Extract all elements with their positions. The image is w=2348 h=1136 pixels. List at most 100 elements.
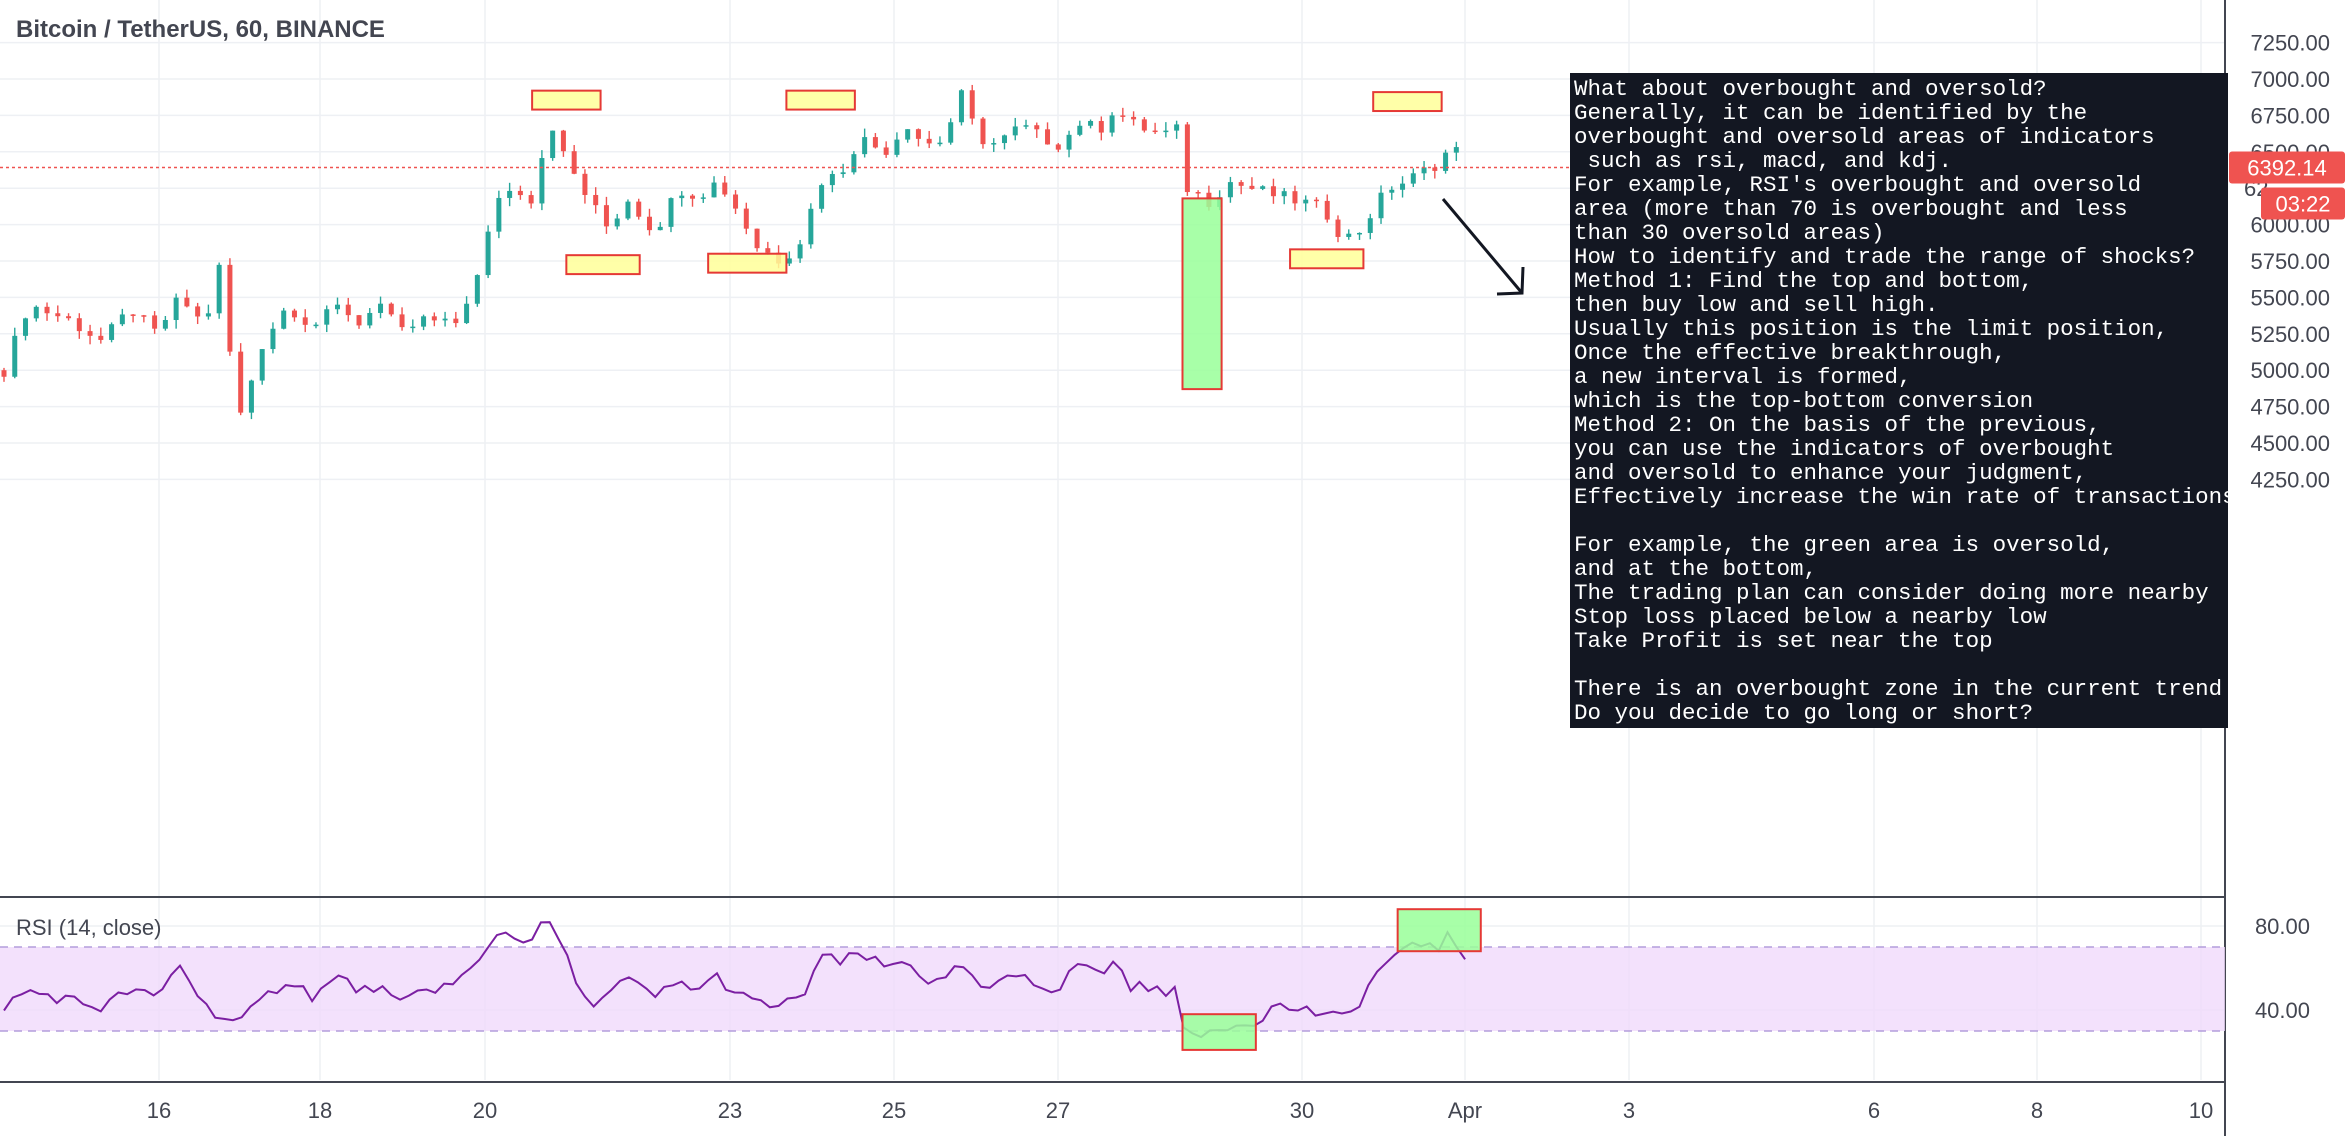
candle-body [786,258,792,264]
candle-body [1410,173,1416,184]
candle-body [216,264,222,314]
candle-body [700,197,706,199]
note-line: Generally, it can be identified by the [1574,100,2088,126]
yellow-highlight-rect[interactable] [1372,91,1443,113]
candle-body [603,205,609,227]
candle-body [1270,186,1276,197]
candle-body [324,309,330,325]
candle-body [894,139,900,155]
candle-body [754,228,760,249]
last-price-value: 6392.14 [2247,156,2327,181]
candle-body [119,314,125,325]
candle-body [690,195,696,199]
arrow-drawing[interactable] [1441,198,1525,296]
candle-body [517,190,523,196]
yellow-highlight-rect[interactable] [785,89,856,111]
time-axis-label: 6 [1868,1098,1880,1123]
candle-body [905,129,911,140]
candle-body [1346,233,1352,237]
candle-body [1313,199,1319,202]
candle-body [431,316,437,321]
candle-body [248,380,254,413]
note-line: Effectively increase the win rate of tra… [1574,484,2228,510]
candle-body [980,118,986,145]
candle-body [1141,119,1147,131]
candle-body [1034,125,1040,130]
candle-body [948,122,954,143]
price-axis-label: 5000.00 [2250,358,2330,383]
price-axis-label: 4250.00 [2250,467,2330,492]
rsi-indicator-label[interactable]: RSI (14, close) [16,915,162,940]
candle-body [765,248,771,253]
candle-body [550,130,556,159]
candle-body [227,264,233,352]
candle-body [840,172,846,175]
rsi-axis-label: 40.00 [2255,998,2310,1023]
note-line: Once the effective breakthrough, [1574,340,2007,366]
candle-body [1453,147,1459,153]
candle-body [1055,144,1061,150]
candle-body [1367,218,1373,233]
candle-body [808,208,814,245]
rsi-green-highlight-rect[interactable] [1396,908,1482,953]
candles [1,84,1459,420]
note-line [1574,653,2228,677]
candle-body [1174,124,1180,131]
price-axis-label: 7000.00 [2250,67,2330,92]
candle-body [388,303,394,315]
time-axis-label: 16 [147,1098,171,1123]
candle-body [507,190,513,198]
candle-body [1357,232,1363,235]
candle-body [1163,130,1169,133]
note-line: For example, the green area is oversold, [1574,532,2115,558]
candle-body [496,197,502,232]
candle-body [1378,192,1384,219]
candle-body [646,216,652,231]
note-line: then buy low and sell high. [1574,292,1939,318]
yellow-highlight-rect[interactable] [1289,248,1365,270]
candle-body [819,185,825,209]
candle-body [1238,182,1244,186]
candle-body [442,318,448,321]
rsi-axis-label: 80.00 [2255,914,2310,939]
annotation-note[interactable]: What about overbought and oversold? Gener… [1570,73,2228,728]
candle-body [1012,126,1018,136]
candle-body [421,316,427,327]
candle-body [313,324,319,327]
candle-body [1098,121,1104,133]
rsi-green-highlight-rect[interactable] [1181,1013,1257,1051]
price-axis-label: 5500.00 [2250,285,2330,310]
candle-body [1389,189,1395,193]
note-line: Method 2: On the basis of the previous, [1574,412,2101,438]
candle-body [87,331,93,336]
countdown-value: 03:22 [2275,192,2330,217]
time-axis-label: 30 [1290,1098,1314,1123]
candle-body [474,275,480,304]
green-highlight-rect[interactable] [1181,197,1223,391]
candle-body [571,151,577,174]
note-line [1574,509,2228,533]
note-line: and at the bottom, [1574,556,1818,582]
candle-body [1249,185,1255,189]
candle-body [1227,182,1233,198]
candle-body [829,174,835,186]
candle-body [1131,116,1137,120]
note-line: and oversold to enhance your judgment, [1574,460,2088,486]
candle-body [1184,124,1190,193]
candle-body [12,335,18,377]
note-line: Method 1: Find the top and bottom, [1574,268,2034,294]
candle-body [66,316,72,319]
candle-body [302,317,308,325]
last-price-badge[interactable] [2229,151,2345,184]
candle-body [141,315,147,317]
candle-body [98,335,104,340]
yellow-highlight-rect[interactable] [565,254,641,276]
candle-body [1281,191,1287,197]
arrow-shaft [1441,198,1524,294]
yellow-highlight-rect[interactable] [707,252,788,274]
candle-body [1432,167,1438,171]
candle-body [937,142,943,145]
yellow-highlight-rect[interactable] [531,89,602,111]
countdown-badge[interactable] [2261,187,2345,220]
